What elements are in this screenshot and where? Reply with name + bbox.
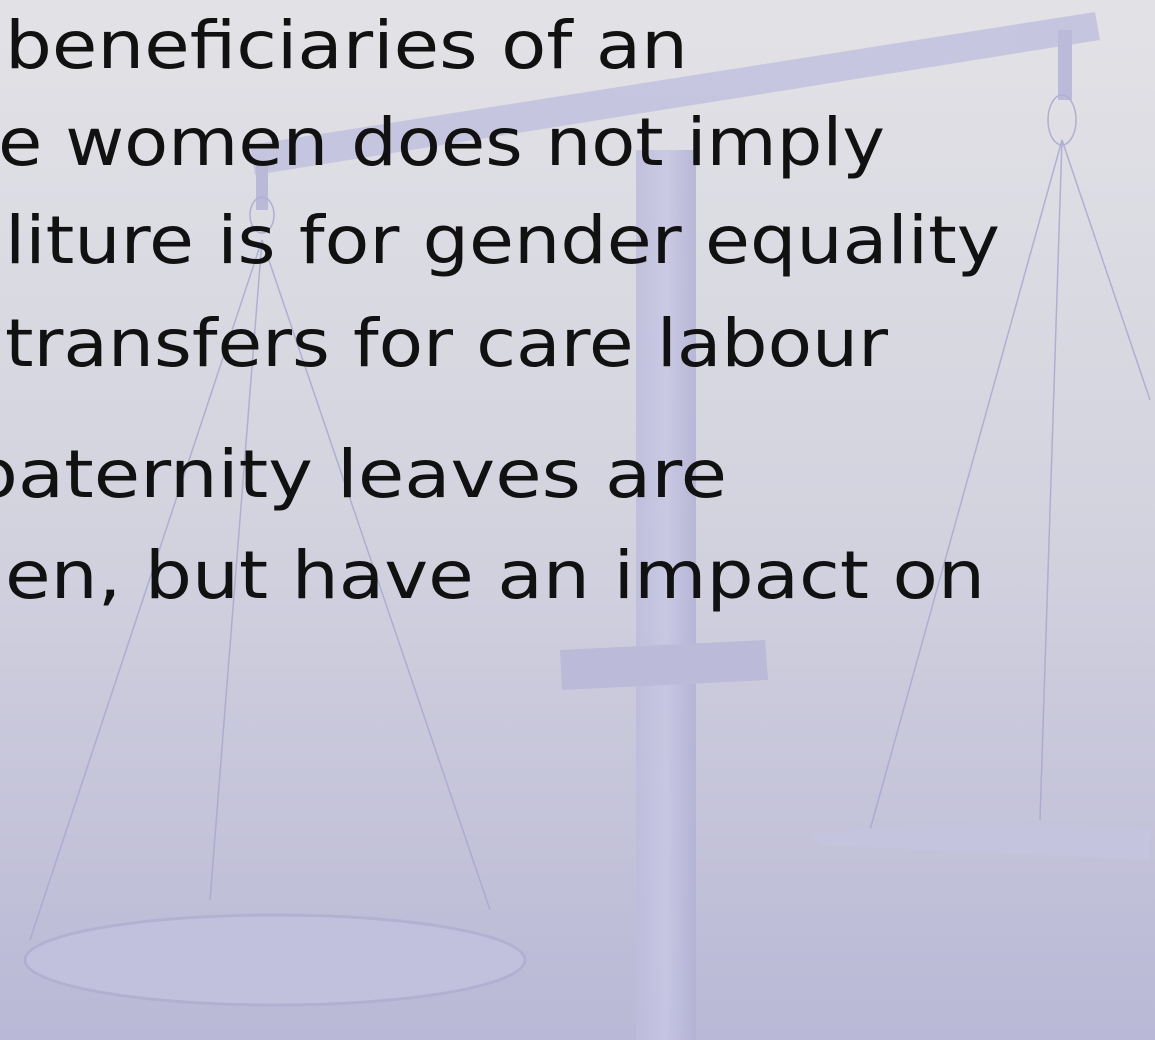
- bullet-text: beneficiaries of an e women does not imp…: [0, 7, 1000, 614]
- text-line: liture is for gender equality: [5, 202, 1000, 279]
- scale-illustration: [23, 12, 1151, 1040]
- text-line: en, but have an impact on: [5, 537, 985, 614]
- text-line: beneficiaries of an: [5, 7, 688, 84]
- text-line: e women does not imply: [0, 104, 885, 181]
- text-line: transfers for care labour: [5, 305, 889, 382]
- text-line: paternity leaves are: [0, 436, 727, 513]
